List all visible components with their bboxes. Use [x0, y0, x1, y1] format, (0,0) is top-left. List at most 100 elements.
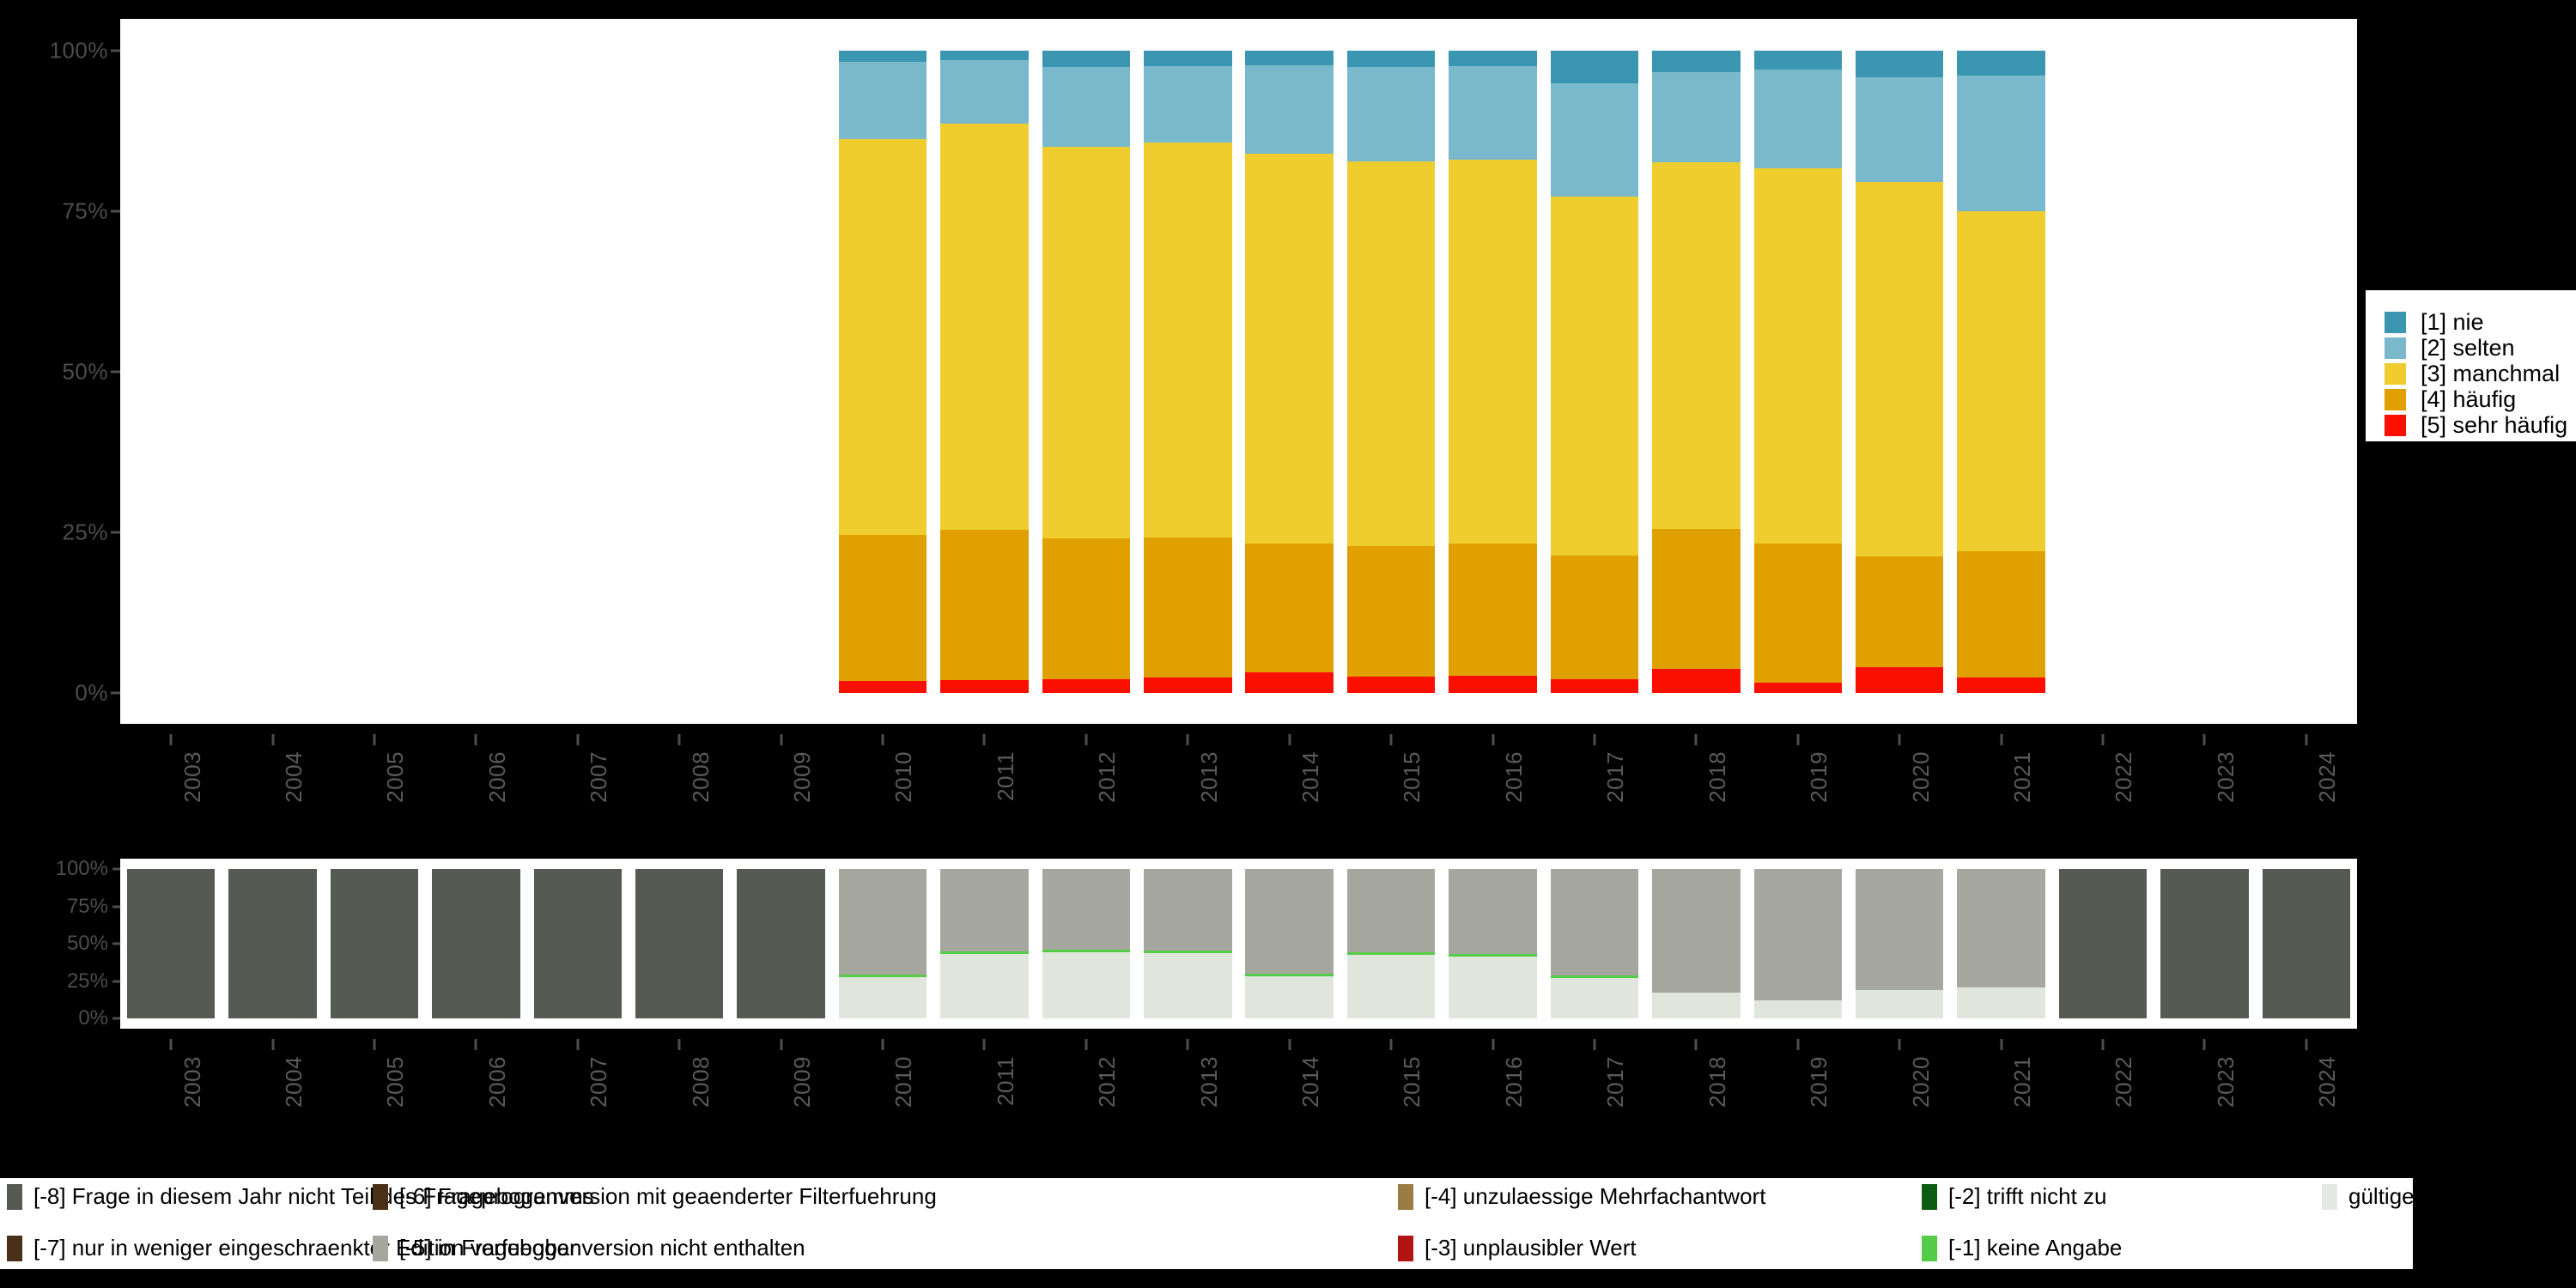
- main-stacked-bar[interactable]: [1346, 51, 1436, 693]
- observation-status-bar[interactable]: [2058, 869, 2148, 1018]
- observation-status-segment: [737, 869, 825, 1018]
- main-y-tick-label: 75%: [62, 197, 108, 224]
- missing-legend-item[interactable]: [-1] keine Angabe: [1922, 1235, 2122, 1261]
- observation-status-segment: [1449, 869, 1537, 954]
- observation-status-segment: [2262, 869, 2350, 1018]
- observation-status-bar[interactable]: [1957, 869, 2045, 1018]
- observation-status-segment: [940, 954, 1029, 1018]
- x-tick-label: 2018: [1704, 1056, 1730, 1108]
- main-y-tick-label: 25%: [62, 519, 108, 545]
- x-tick-label: 2017: [1602, 1056, 1629, 1108]
- missing-legend-swatch: [7, 1235, 22, 1261]
- main-bar-segment: [1855, 77, 1944, 182]
- main-bar-segment: [1245, 51, 1334, 66]
- x-tick-mark: [2305, 1039, 2308, 1050]
- main-stacked-bar[interactable]: [838, 51, 927, 693]
- observation-status-bar[interactable]: [1042, 869, 1131, 1018]
- main-stacked-bar[interactable]: [1245, 51, 1334, 693]
- x-tick-label: 2007: [586, 751, 612, 803]
- observation-status-bar[interactable]: [2262, 869, 2350, 1018]
- legend-item[interactable]: [4] häufig: [2385, 386, 2567, 412]
- missing-legend-item[interactable]: [-6] Fragebogenversion mit geaenderter F…: [373, 1183, 937, 1210]
- missing-legend-item[interactable]: [-7] nur in weniger eingeschraenkter Edi…: [7, 1235, 577, 1261]
- x-tick-label: 2013: [1195, 1056, 1222, 1108]
- observation-status-bar[interactable]: [1245, 869, 1334, 1018]
- x-tick-mark: [576, 734, 580, 745]
- x-tick-label: 2014: [1297, 751, 1324, 803]
- x-tick-label: 2006: [483, 751, 510, 803]
- obs-y-tick-label: 50%: [66, 932, 108, 955]
- observation-status-bar[interactable]: [228, 869, 317, 1018]
- missing-legend-swatch: [1398, 1235, 1413, 1261]
- main-bar-segment: [1957, 551, 2045, 678]
- x-tick-mark: [169, 734, 173, 745]
- observation-status-bar[interactable]: [1449, 869, 1537, 1018]
- x-tick-label: 2005: [382, 1056, 409, 1108]
- missing-legend-item[interactable]: gültige Observationen: [2322, 1183, 2566, 1210]
- observation-status-bar[interactable]: [1753, 869, 1842, 1018]
- observation-status-bar[interactable]: [737, 869, 825, 1018]
- main-stacked-bar[interactable]: [940, 51, 1029, 693]
- missing-legend-item[interactable]: [-8] Frage in diesem Jahr nicht Teil des…: [7, 1183, 594, 1210]
- obs-y-tick-label: 25%: [66, 969, 108, 993]
- observation-status-bar[interactable]: [1550, 869, 1639, 1018]
- main-stacked-bar[interactable]: [1957, 51, 2045, 693]
- main-stacked-bar[interactable]: [1550, 51, 1639, 693]
- x-tick-mark: [271, 1039, 275, 1050]
- legend-item[interactable]: [5] sehr häufig: [2385, 412, 2567, 438]
- main-bar-segment: [1855, 556, 1944, 668]
- x-tick-label: 2009: [789, 1056, 816, 1108]
- main-stacked-bar[interactable]: [1042, 51, 1131, 693]
- observation-status-segment: [1449, 953, 1537, 957]
- missing-legend-item[interactable]: [-2] trifft nicht zu: [1922, 1183, 2106, 1210]
- observation-status-plot-area: [120, 859, 2357, 1029]
- legend-item[interactable]: [3] manchmal: [2385, 361, 2567, 386]
- main-bar-segment: [1144, 65, 1232, 143]
- observation-status-bar[interactable]: [533, 869, 623, 1018]
- obs-y-tick-mark: [112, 867, 120, 871]
- missing-legend-item[interactable]: [-4] unzulaessige Mehrfachantwort: [1398, 1183, 1765, 1210]
- observation-status-bar[interactable]: [635, 869, 724, 1018]
- missing-legend-item[interactable]: [-5] in Fragebogenversion nicht enthalte…: [373, 1235, 805, 1261]
- observation-status-bar[interactable]: [1855, 869, 1944, 1018]
- main-stacked-bar[interactable]: [1144, 51, 1232, 693]
- x-tick-mark: [1084, 734, 1088, 745]
- observation-status-bar[interactable]: [1652, 869, 1741, 1018]
- missing-legend-item[interactable]: [-3] unplausibler Wert: [1398, 1235, 1637, 1261]
- x-tick-mark: [2202, 1039, 2206, 1050]
- observation-status-segment: [1855, 869, 1944, 990]
- main-bar-segment: [1652, 72, 1741, 163]
- main-stacked-bar[interactable]: [1652, 51, 1741, 693]
- x-tick-label: 2021: [2008, 1056, 2035, 1108]
- x-tick-label: 2011: [992, 1056, 1018, 1106]
- observation-status-bar[interactable]: [126, 869, 216, 1018]
- main-stacked-bar[interactable]: [1753, 51, 1842, 693]
- x-tick-mark: [1796, 734, 1800, 745]
- x-tick-label: 2008: [687, 751, 714, 803]
- observation-status-segment: [1550, 869, 1639, 975]
- x-tick-mark: [677, 1039, 681, 1050]
- observation-status-bar[interactable]: [432, 869, 520, 1018]
- main-stacked-bar[interactable]: [1855, 51, 1944, 693]
- observation-status-segment: [1753, 1000, 1842, 1018]
- legend-item[interactable]: [1] nie: [2385, 309, 2567, 335]
- main-stacked-bar[interactable]: [1449, 51, 1537, 693]
- main-bar-segment: [1449, 543, 1537, 676]
- x-tick-mark: [1898, 734, 1901, 745]
- x-tick-mark: [576, 1039, 580, 1050]
- x-tick-mark: [780, 1039, 783, 1050]
- main-y-tick-label: 100%: [49, 37, 108, 64]
- observation-status-bar[interactable]: [330, 869, 419, 1018]
- main-bar-segment: [838, 680, 927, 693]
- observation-status-bar[interactable]: [940, 869, 1029, 1018]
- x-tick-mark: [1694, 734, 1698, 745]
- observation-status-bar[interactable]: [2160, 869, 2249, 1018]
- observation-status-bar[interactable]: [1346, 869, 1436, 1018]
- legend-label: [1] nie: [2421, 308, 2484, 335]
- observation-status-bar[interactable]: [1144, 869, 1232, 1018]
- x-tick-mark: [1796, 1039, 1800, 1050]
- main-bar-segment: [1144, 51, 1232, 66]
- x-tick-label: 2010: [890, 1056, 917, 1108]
- observation-status-bar[interactable]: [838, 869, 927, 1018]
- legend-item[interactable]: [2] selten: [2385, 335, 2567, 361]
